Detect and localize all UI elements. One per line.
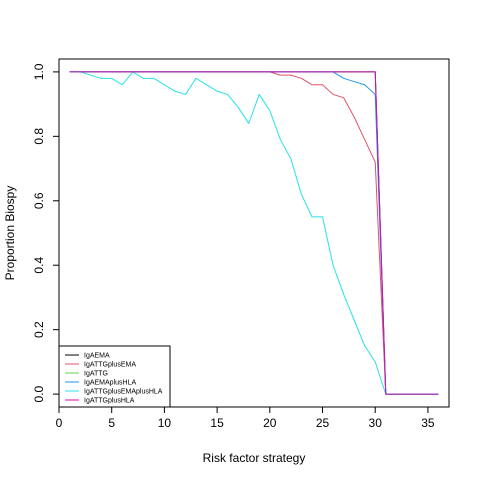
x-tick-label: 20 xyxy=(263,416,277,430)
y-tick-label: 0.8 xyxy=(32,128,46,145)
x-tick-label: 5 xyxy=(108,416,115,430)
legend-box xyxy=(58,345,171,408)
legend-label: IgATTGplusHLA xyxy=(84,398,135,405)
x-tick-label: 15 xyxy=(210,416,224,430)
x-tick-label: 25 xyxy=(316,416,330,430)
y-tick-label: 1.0 xyxy=(32,63,46,80)
x-tick-label: 0 xyxy=(56,416,63,430)
x-tick-label: 30 xyxy=(369,416,383,430)
y-tick-label: 0.0 xyxy=(32,385,46,402)
legend-label: IgAEMAplusHLA xyxy=(84,380,136,387)
legend-label: IgATTGplusEMA xyxy=(84,362,136,369)
series-line-IgATTGplusEMAplusHLA xyxy=(69,71,439,395)
plot-frame xyxy=(58,58,450,408)
series-line-IgATTGplusHLA xyxy=(69,71,439,395)
y-tick-label: 0.4 xyxy=(32,257,46,274)
y-tick-label: 0.6 xyxy=(32,192,46,209)
x-tick-label: 10 xyxy=(158,416,172,430)
legend: IgAEMA IgATTGplusEMA IgATTG IgAEMAplusHLA Ig… xyxy=(58,345,171,408)
y-axis-label: Proportion Biospy xyxy=(3,186,17,281)
y-axis: 0.0 0.2 0.4 0.6 0.8 1.0 xyxy=(32,63,59,402)
series-line-IgATTGplusEMA xyxy=(69,71,439,395)
x-tick-label: 35 xyxy=(421,416,435,430)
x-axis-label: Risk factor strategy xyxy=(203,451,306,465)
x-axis: 0 5 10 15 20 25 30 35 xyxy=(56,407,435,430)
y-tick-label: 0.2 xyxy=(32,321,46,338)
legend-label: IgATTGplusEMAplusHLA xyxy=(84,389,163,396)
legend-label: IgATTG xyxy=(84,371,108,378)
series-layer xyxy=(69,71,439,395)
legend-label: IgAEMA xyxy=(84,353,110,360)
